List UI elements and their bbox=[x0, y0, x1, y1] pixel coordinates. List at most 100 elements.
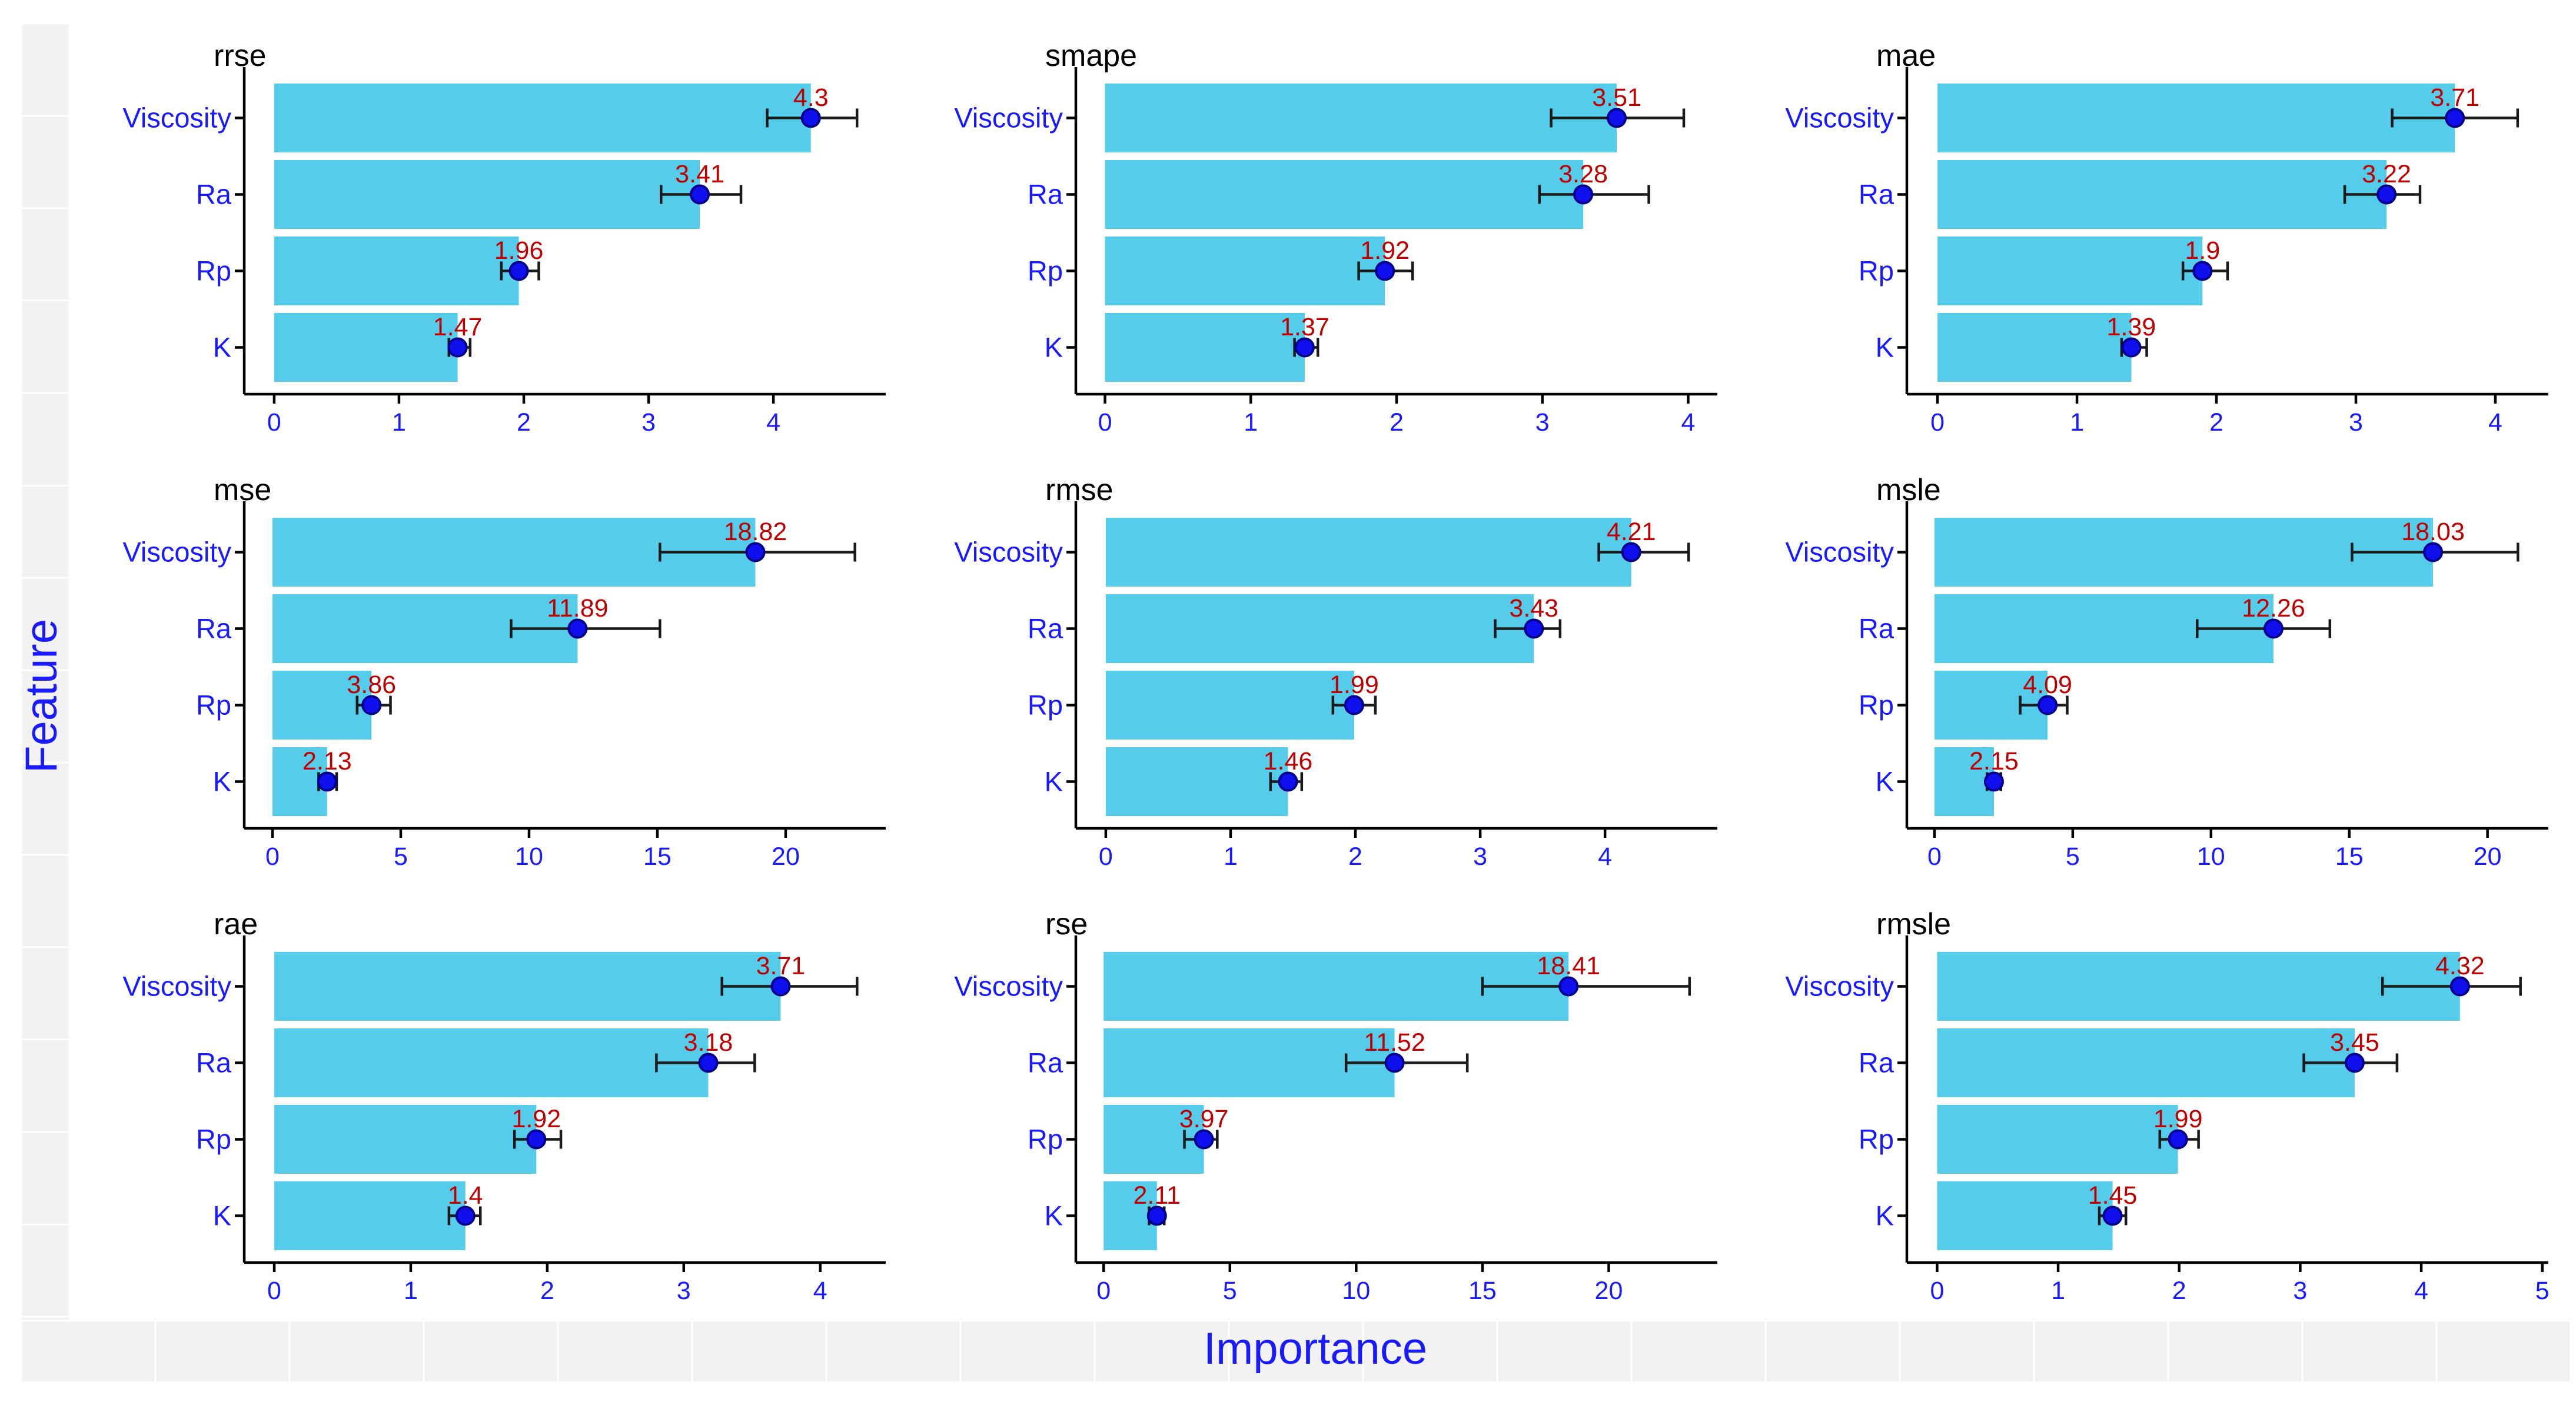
bar-ra bbox=[1106, 594, 1534, 663]
value-label: 1.99 bbox=[1329, 671, 1379, 699]
y-tick-label: Ra bbox=[196, 1047, 232, 1078]
y-tick-label: Rp bbox=[1859, 255, 1894, 287]
bar-k bbox=[274, 1181, 466, 1250]
value-label: 18.41 bbox=[1537, 952, 1600, 980]
value-label: 18.82 bbox=[724, 518, 787, 546]
x-tick-label: 10 bbox=[2197, 842, 2225, 871]
x-tick-label: 1 bbox=[1224, 842, 1238, 871]
x-tick-label: 10 bbox=[515, 842, 543, 871]
x-tick-label: 4 bbox=[2488, 408, 2502, 437]
y-tick-label: Ra bbox=[1028, 179, 1063, 210]
mean-point bbox=[1376, 262, 1394, 280]
x-tick-label: 4 bbox=[2414, 1277, 2428, 1305]
y-tick-label: Rp bbox=[1028, 255, 1063, 287]
y-tick-label: Ra bbox=[1859, 1047, 1894, 1078]
mean-point bbox=[1296, 339, 1314, 357]
value-label: 2.13 bbox=[303, 747, 352, 775]
mean-point bbox=[449, 339, 467, 357]
x-tick-label: 3 bbox=[1535, 408, 1550, 437]
x-tick-label: 1 bbox=[2070, 408, 2084, 437]
mean-point bbox=[747, 544, 765, 561]
mean-point bbox=[1985, 773, 2003, 791]
panel-title: rmse bbox=[1045, 473, 1114, 507]
mean-point bbox=[1560, 978, 1577, 995]
value-label: 2.11 bbox=[1134, 1181, 1181, 1210]
value-label: 1.47 bbox=[433, 313, 483, 341]
x-tick-label: 4 bbox=[1681, 408, 1695, 437]
x-tick-label: 0 bbox=[1927, 842, 1942, 871]
x-tick-label: 5 bbox=[394, 842, 408, 871]
x-tick-label: 1 bbox=[404, 1277, 418, 1305]
mean-point bbox=[2346, 1054, 2364, 1072]
faceted-importance-chart: rrse4.3Viscosity3.41Ra1.96Rp1.47K0 1 2 3 4sm… bbox=[0, 0, 2576, 1402]
value-label: 1.45 bbox=[2088, 1181, 2138, 1210]
value-label: 3.51 bbox=[1592, 84, 1641, 112]
x-tick-label: 3 bbox=[2349, 408, 2363, 437]
x-tick-label: 0 bbox=[1098, 408, 1112, 437]
bar-ra bbox=[1937, 160, 2386, 229]
y-tick-label: Viscosity bbox=[1785, 537, 1894, 568]
panel-title: msle bbox=[1876, 473, 1941, 507]
bar-rp bbox=[274, 1105, 536, 1174]
value-label: 1.96 bbox=[494, 237, 544, 265]
x-tick-label: 15 bbox=[2335, 842, 2364, 871]
panel-title: rse bbox=[1045, 907, 1088, 941]
value-label: 1.9 bbox=[2185, 237, 2220, 265]
bar-rp bbox=[1106, 671, 1354, 740]
mean-point bbox=[700, 1054, 717, 1072]
value-label: 3.43 bbox=[1509, 594, 1558, 622]
y-tick-label: Viscosity bbox=[954, 971, 1063, 1002]
bar-k bbox=[1105, 313, 1305, 382]
bar-k bbox=[1106, 747, 1288, 816]
x-tick-label: 2 bbox=[540, 1277, 554, 1305]
x-tick-label: 1 bbox=[392, 408, 406, 437]
x-tick-label: 15 bbox=[1468, 1277, 1497, 1305]
x-tick-label: 10 bbox=[1342, 1277, 1370, 1305]
bar-ra bbox=[1105, 160, 1584, 229]
x-tick-label: 20 bbox=[2474, 842, 2502, 871]
x-tick-label: 5 bbox=[1223, 1277, 1237, 1305]
bar-k bbox=[274, 313, 458, 382]
y-tick-label: Rp bbox=[1028, 1124, 1063, 1155]
x-axis-title: Importance bbox=[1204, 1324, 1427, 1374]
y-tick-label: K bbox=[1876, 766, 1894, 797]
mean-point bbox=[527, 1131, 545, 1148]
y-tick-label: Ra bbox=[1028, 1047, 1063, 1078]
y-tick-label: K bbox=[213, 766, 231, 797]
value-label: 1.92 bbox=[1360, 237, 1410, 265]
y-tick-label: K bbox=[1045, 332, 1063, 363]
y-tick-label: Viscosity bbox=[122, 537, 231, 568]
mean-point bbox=[569, 620, 586, 638]
y-tick-label: K bbox=[213, 332, 231, 363]
bar-ra bbox=[1937, 1028, 2355, 1097]
bar-k bbox=[1937, 313, 2131, 382]
y-tick-label: Viscosity bbox=[954, 102, 1063, 134]
x-tick-label: 0 bbox=[1930, 1277, 1944, 1305]
x-tick-label: 4 bbox=[766, 408, 780, 437]
x-tick-label: 0 bbox=[267, 1277, 281, 1305]
value-label: 1.37 bbox=[1280, 313, 1329, 341]
bar-rp bbox=[1105, 237, 1385, 305]
value-label: 3.97 bbox=[1179, 1105, 1229, 1133]
value-label: 3.28 bbox=[1558, 160, 1608, 188]
x-tick-label: 2 bbox=[517, 408, 531, 437]
x-tick-label: 3 bbox=[2293, 1277, 2307, 1305]
x-tick-label: 0 bbox=[267, 408, 281, 437]
mean-point bbox=[2446, 109, 2464, 127]
value-label: 1.4 bbox=[448, 1181, 483, 1210]
value-label: 11.52 bbox=[1364, 1028, 1425, 1057]
mean-point bbox=[772, 978, 789, 995]
mean-point bbox=[1148, 1207, 1166, 1225]
panel-title: rae bbox=[214, 907, 258, 941]
x-tick-label: 1 bbox=[2051, 1277, 2065, 1305]
panel-title: mse bbox=[214, 473, 271, 507]
mean-point bbox=[2424, 544, 2442, 561]
x-tick-label: 0 bbox=[1099, 842, 1113, 871]
x-tick-label: 3 bbox=[641, 408, 656, 437]
value-label: 2.15 bbox=[1969, 747, 2019, 775]
y-tick-label: Ra bbox=[196, 179, 232, 210]
value-label: 18.03 bbox=[2401, 518, 2465, 546]
x-tick-label: 2 bbox=[2172, 1277, 2186, 1305]
value-label: 3.18 bbox=[684, 1028, 733, 1057]
x-tick-label: 4 bbox=[813, 1277, 827, 1305]
